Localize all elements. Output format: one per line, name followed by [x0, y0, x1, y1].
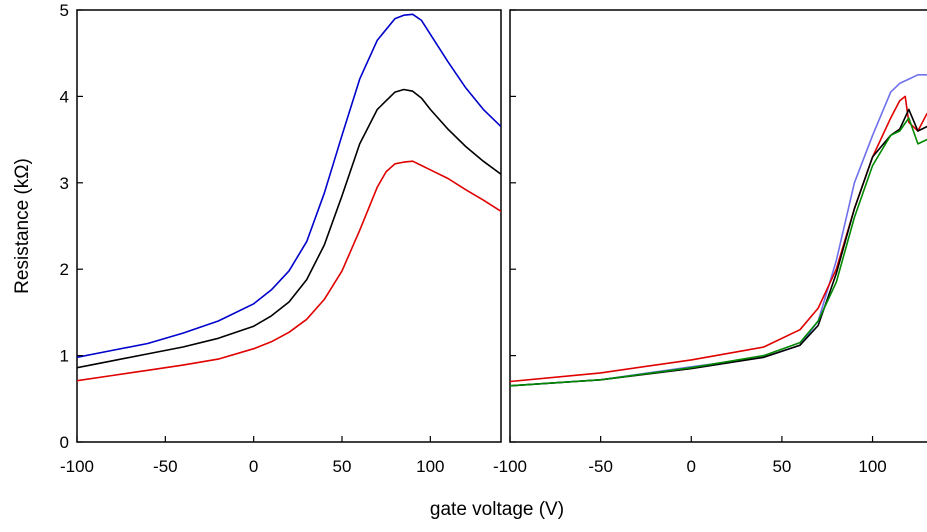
x-tick-label-right: 50	[772, 457, 791, 476]
ticks-layer-right: -100 -50 0 50 100	[493, 9, 887, 476]
x-tick-label-right: -100	[493, 457, 527, 476]
series-layer-left	[77, 13, 501, 382]
x-tick-label-left: -50	[153, 457, 178, 476]
y-axis-title: Resistance (kΩ)	[12, 158, 33, 294]
series-layer-right	[510, 74, 927, 387]
series-line-right-3	[510, 117, 927, 387]
series-line-right-1	[510, 95, 927, 383]
y-tick-label: 3	[60, 174, 69, 193]
x-tick-label-right: 0	[687, 457, 696, 476]
plot-frame-right	[509, 9, 927, 443]
y-axis-left: 0 1 2 3 4 5	[60, 1, 69, 452]
x-axis-title: gate voltage (V)	[430, 499, 564, 520]
x-tick-label-left: 0	[249, 457, 258, 476]
series-line-left-1	[77, 88, 501, 369]
ticks-layer-left: -100 -50 0 50 100	[60, 9, 445, 476]
plot-frame-left	[76, 9, 502, 443]
series-line-right-0	[510, 74, 927, 387]
y-tick-label: 4	[60, 87, 69, 106]
series-line-right-2	[510, 108, 927, 387]
series-line-left-2	[77, 160, 501, 382]
x-tick-label-left: 100	[416, 457, 444, 476]
panel-left: -100 -50 0 50 100	[60, 9, 502, 476]
x-tick-label-left: 50	[333, 457, 352, 476]
y-tick-label: 0	[60, 433, 69, 452]
y-tick-label: 2	[60, 260, 69, 279]
x-tick-label-right: -50	[588, 457, 613, 476]
y-tick-label: 1	[60, 347, 69, 366]
panel-right: -100 -50 0 50 100	[493, 9, 927, 476]
x-tick-label-right: 100	[858, 457, 886, 476]
series-line-left-0	[77, 13, 501, 359]
y-tick-label: 5	[60, 1, 69, 20]
x-tick-label-left: -100	[60, 457, 94, 476]
